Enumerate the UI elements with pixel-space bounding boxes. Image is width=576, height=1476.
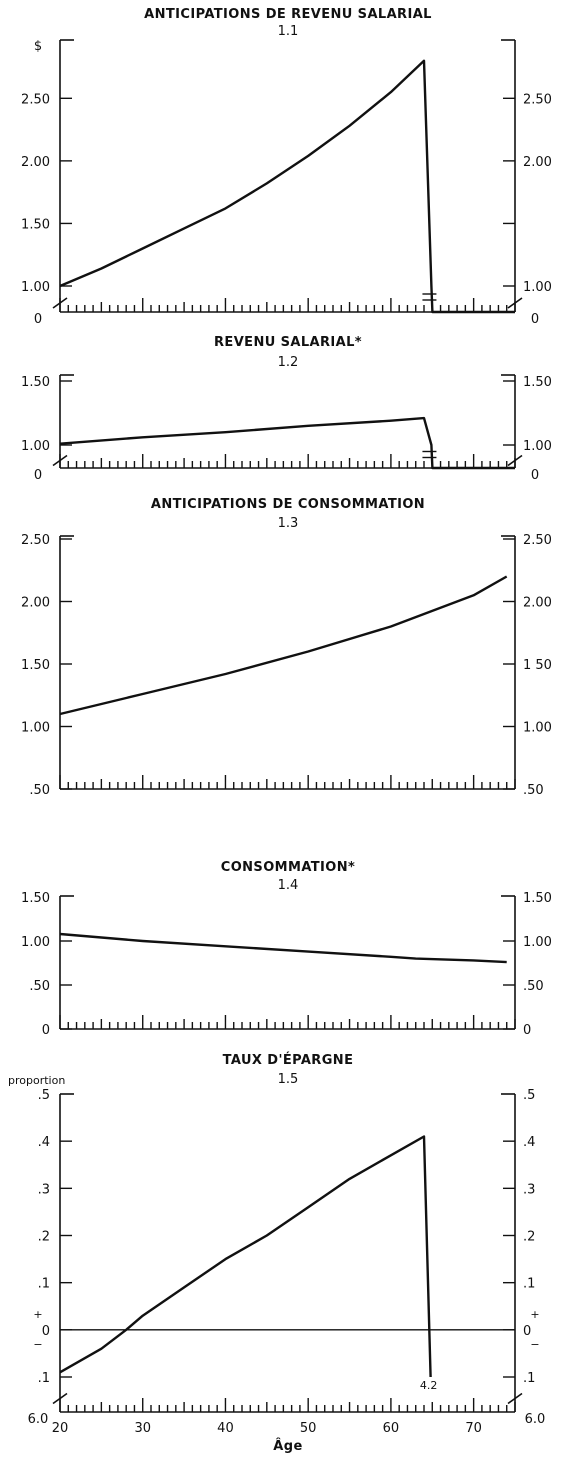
zero-label-right: 6.0 bbox=[525, 1412, 546, 1427]
chart-subtitle: 1.2 bbox=[278, 355, 299, 370]
y-tick-label-left: 2.00 bbox=[21, 155, 50, 170]
y-tick-label-left: .50 bbox=[29, 783, 50, 798]
minus-sign-left: − bbox=[33, 1338, 42, 1351]
y-tick-label-right: 0 bbox=[523, 1324, 531, 1339]
y-tick-label-right: .50 bbox=[523, 979, 544, 994]
y-tick-label-right: 1.00 bbox=[523, 439, 552, 454]
y-tick-label-right: 1 50 bbox=[523, 658, 552, 673]
y-tick-label-left: 2.50 bbox=[21, 533, 50, 548]
y-tick-label-right: 1.00 bbox=[523, 935, 552, 950]
y-tick-label-left: 1.00 bbox=[21, 280, 50, 295]
zero-label-right: 0 bbox=[531, 312, 539, 327]
chart-subtitle: 1.3 bbox=[278, 516, 299, 531]
chart-2: REVENU SALARIAL* 1.2 1.00 1.50 1.00 1.50 0 0 bbox=[21, 335, 552, 483]
y-tick-label-left: 1.00 bbox=[21, 935, 50, 950]
axis-break-right bbox=[507, 297, 523, 309]
chart-1: ANTICIPATIONS DE REVENU SALARIAL 1.1 $1.00… bbox=[21, 7, 552, 327]
y-tick-label-right: .50 bbox=[523, 783, 544, 798]
y-tick-label-right: 0 bbox=[523, 1023, 531, 1038]
y-tick-label-left: .3 bbox=[38, 1182, 50, 1197]
series-line bbox=[59, 416, 515, 470]
y-tick-label-right: 1.00 bbox=[523, 721, 552, 736]
plus-sign-left: + bbox=[33, 1308, 42, 1321]
zero-label-left: 0 bbox=[34, 468, 42, 483]
y-tick-label-left: 1.50 bbox=[21, 217, 50, 232]
y-tick-label-left: .5 bbox=[38, 1088, 50, 1103]
y-tick-label-left: .1 bbox=[38, 1371, 50, 1386]
y-tick-label-left: .1 bbox=[38, 1277, 50, 1292]
y-tick-label-right: .5 bbox=[523, 1088, 535, 1103]
zero-label-right: 0 bbox=[531, 468, 539, 483]
y-tick-label-right: .2 bbox=[523, 1230, 535, 1245]
annotation-label: 4.2 bbox=[420, 1379, 438, 1392]
axis-break-left bbox=[52, 1392, 68, 1405]
y-tick-label-left: 1.00 bbox=[21, 439, 50, 454]
chart-subtitle: 1.1 bbox=[278, 24, 299, 39]
zero-label-left: 0 bbox=[34, 312, 42, 327]
y-tick-label-left: 2.00 bbox=[21, 596, 50, 611]
plus-sign-right: + bbox=[530, 1308, 539, 1321]
y-tick-label-right: 2.50 bbox=[523, 92, 552, 107]
unit-label: proportion bbox=[8, 1074, 65, 1087]
y-tick-label-right: 2.50 bbox=[523, 533, 552, 548]
y-tick-label-left: 1.50 bbox=[21, 891, 50, 906]
y-tick-label-left: 0 bbox=[42, 1324, 50, 1339]
chart-title: TAUX D'ÉPARGNE bbox=[223, 1052, 354, 1068]
y-tick-label-left: 0 bbox=[42, 1023, 50, 1038]
x-axis-label: Âge bbox=[273, 1438, 302, 1454]
y-tick-label-left: .2 bbox=[38, 1230, 50, 1245]
y-tick-label-right: 1.00 bbox=[523, 280, 552, 295]
axis-break-left bbox=[52, 454, 68, 467]
unit-label: $ bbox=[34, 39, 42, 54]
y-tick-label-right: 1.50 bbox=[523, 891, 552, 906]
y-tick-label-left: 1.50 bbox=[21, 658, 50, 673]
zero-label-left: 6.0 bbox=[28, 1412, 49, 1427]
chart-title: ANTICIPATIONS DE REVENU SALARIAL bbox=[144, 7, 432, 22]
chart-title: ANTICIPATIONS DE CONSOMMATION bbox=[151, 497, 425, 512]
axis-break-left bbox=[52, 297, 68, 309]
chart-subtitle: 1.5 bbox=[278, 1072, 299, 1087]
y-tick-label-left: .50 bbox=[29, 979, 50, 994]
x-tick-label: 20 bbox=[52, 1421, 69, 1436]
chart-5: TAUX D'ÉPARGNE 1.5 proportion .1 0 .1 .2 .3 .4 .5… bbox=[8, 1052, 545, 1427]
y-tick-label-left: .4 bbox=[38, 1135, 50, 1150]
chart-title: CONSOMMATION* bbox=[221, 860, 355, 875]
y-tick-label-right: .4 bbox=[523, 1135, 535, 1150]
series-line bbox=[59, 1135, 432, 1378]
axis-break-right bbox=[507, 454, 523, 467]
x-tick-label: 50 bbox=[300, 1421, 317, 1436]
chart-3: ANTICIPATIONS DE CONSOMMATION 1.3 .50 1.00 1… bbox=[21, 497, 552, 798]
x-tick-label: 70 bbox=[465, 1421, 482, 1436]
y-tick-label-right: 1.50 bbox=[523, 375, 552, 390]
y-tick-label-left: 2.50 bbox=[21, 92, 50, 107]
minus-sign-right: − bbox=[530, 1338, 539, 1351]
x-tick-label: 40 bbox=[217, 1421, 234, 1436]
y-tick-label-right: 2.00 bbox=[523, 596, 552, 611]
chart-subtitle: 1.4 bbox=[278, 878, 299, 893]
y-tick-label-right: .1 bbox=[523, 1277, 535, 1292]
series-line bbox=[59, 575, 508, 716]
axis-break-right bbox=[507, 1392, 523, 1405]
series-line bbox=[59, 59, 515, 314]
series-line bbox=[59, 932, 507, 964]
x-tick-label: 30 bbox=[134, 1421, 151, 1436]
y-tick-label-left: 1.50 bbox=[21, 375, 50, 390]
chart-title: REVENU SALARIAL* bbox=[214, 335, 362, 350]
x-tick-label: 60 bbox=[383, 1421, 400, 1436]
y-tick-label-right: 2.00 bbox=[523, 155, 552, 170]
y-tick-label-left: 1.00 bbox=[21, 721, 50, 736]
y-tick-label-right: .1 bbox=[523, 1371, 535, 1386]
y-tick-label-right: .3 bbox=[523, 1182, 535, 1197]
chart-4: CONSOMMATION* 1.4 0 .50 1.00 1.50 0 .50 1.00 1.50 bbox=[21, 860, 552, 1038]
